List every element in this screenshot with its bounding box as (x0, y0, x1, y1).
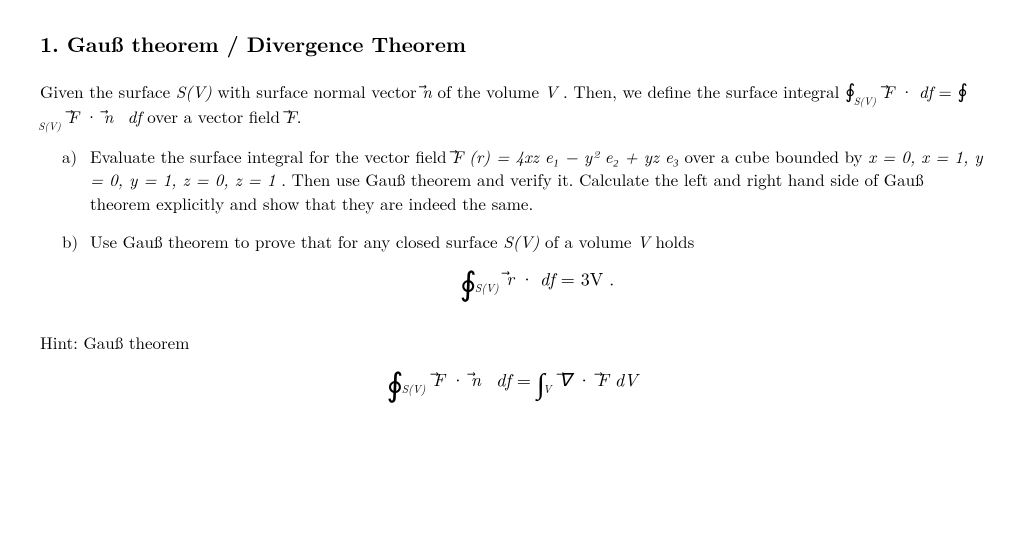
f-vector-h: F (433, 367, 445, 392)
df-4: df (487, 367, 511, 392)
intro-text-2: with surface normal vector (218, 79, 423, 103)
item-b: b) Use Gauß theorem to prove that for an… (40, 230, 984, 317)
intro-text-3: of the volume (437, 79, 544, 103)
f-vector: F (883, 80, 894, 104)
f-vector-3: F (286, 105, 297, 129)
dot1: · (900, 79, 919, 103)
equation-b: ∮S(V) r · df⃗ = 3V . (90, 260, 984, 305)
oint-sub: S(V) (854, 94, 876, 109)
equation-hint: ∮S(V) F · n df = ∫V ∇ · F dV (40, 361, 984, 406)
n-vector-2: n (104, 105, 114, 129)
intro-text-1: Given the surface (40, 79, 176, 103)
a-field: (r⃗) = 4xz e⃗₁ − y² e⃗₂ + yz e⃗₃ (469, 144, 679, 168)
v-symbol-2: V (637, 229, 650, 253)
a-text-1: Evaluate the surface integral for the ve… (90, 144, 452, 168)
oint-big-2: ∮ (387, 360, 404, 406)
item-b-label: b) (40, 230, 90, 317)
intro-text-4: . Then, we define the surface integral (563, 79, 845, 103)
oint-sub-3: S(V) (475, 280, 499, 296)
dot4: · (451, 367, 471, 392)
b-text-3: holds (655, 229, 694, 253)
period-1: . (297, 104, 302, 128)
section-title: 1. Gauß theorem / Divergence Theorem (40, 30, 984, 59)
b-text-2: of a volume (545, 229, 637, 253)
b-text-1: Use Gauß theorem to prove that for any c… (90, 229, 503, 253)
hint-label: Hint: Gauß theorem (40, 331, 984, 355)
nabla-vector: ∇ (559, 367, 571, 392)
r-vector: r (506, 266, 514, 291)
eq-b-rhs: = 3V . (561, 266, 615, 291)
sv-symbol-2: S(V) (503, 229, 539, 253)
df-3: df⃗ (540, 266, 555, 291)
dot5: · (577, 367, 597, 392)
df-1: df⃗ (919, 79, 933, 103)
v-symbol: V (545, 79, 558, 103)
eq2: = (517, 367, 537, 392)
item-b-body: Use Gauß theorem to prove that for any c… (90, 230, 984, 317)
df-2: df (119, 104, 142, 128)
oint-sub-4: S(V) (402, 381, 426, 397)
item-a-body: Evaluate the surface integral for the ve… (90, 145, 984, 216)
dV: dV (615, 367, 638, 392)
n-vector-h: n (471, 367, 481, 392)
a-text-2: over a cube bounded by (684, 144, 868, 168)
item-a-label: a) (40, 145, 90, 216)
f-vector-h2: F (597, 367, 609, 392)
f-vector-2: F (68, 105, 79, 129)
dot2: · (85, 104, 104, 128)
intro-text-5: over a vector field (147, 104, 285, 128)
n-vector: n (422, 80, 432, 104)
f-vector-a: F (452, 145, 463, 169)
item-a: a) Evaluate the surface integral for the… (40, 145, 984, 216)
int-sub: V (543, 381, 551, 397)
oint-sub-2: S(V) (38, 119, 60, 134)
eq1: = (939, 79, 958, 103)
oint-symbol-2: ∮ (957, 77, 967, 104)
intro-paragraph: Given the surface S(V) with surface norm… (40, 77, 984, 128)
sv-symbol: S(V) (176, 79, 212, 103)
dot3: · (520, 266, 540, 291)
